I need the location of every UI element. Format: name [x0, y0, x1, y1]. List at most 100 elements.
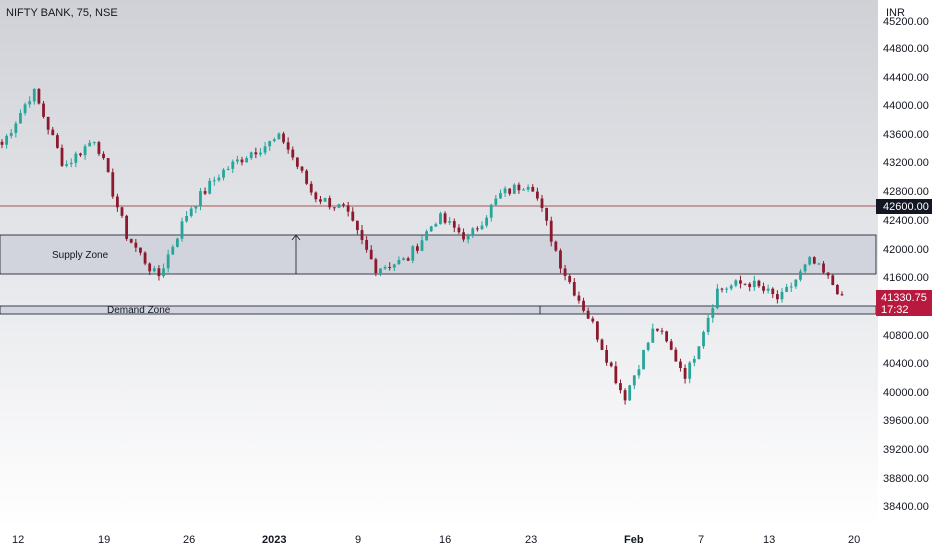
candle-body[interactable] [374, 259, 378, 274]
candle-body[interactable] [115, 196, 119, 208]
candle-body[interactable] [272, 139, 276, 142]
candle-body[interactable] [323, 198, 327, 202]
candle-body[interactable] [780, 291, 784, 300]
candle-body[interactable] [831, 275, 835, 285]
candle-body[interactable] [74, 153, 78, 163]
candle-body[interactable] [535, 191, 539, 199]
price-axis[interactable]: 45200.00 44800.00 44400.00 44000.00 4360… [883, 16, 929, 513]
candle-body[interactable] [789, 286, 793, 288]
candle-body[interactable] [799, 271, 802, 280]
candle-body[interactable] [314, 192, 318, 200]
candle-body[interactable] [240, 159, 244, 163]
candle-body[interactable] [19, 113, 22, 124]
candle-body[interactable] [485, 217, 489, 226]
candle-body[interactable] [208, 180, 212, 194]
candle-body[interactable] [545, 207, 549, 221]
candle-body[interactable] [157, 268, 161, 277]
last-price-badge[interactable] [876, 290, 932, 316]
candle-body[interactable] [549, 220, 553, 242]
candle-body[interactable] [452, 221, 456, 228]
candle-body[interactable] [212, 180, 216, 182]
candle-body[interactable] [748, 283, 752, 288]
candle-body[interactable] [623, 390, 627, 401]
candle-body[interactable] [739, 280, 742, 284]
candle-body[interactable] [231, 161, 235, 169]
candle-body[interactable] [457, 227, 461, 233]
candle-body[interactable] [443, 213, 447, 223]
candle-body[interactable] [817, 263, 821, 265]
candle-body[interactable] [600, 339, 604, 351]
candle-body[interactable] [51, 129, 55, 136]
candle-body[interactable] [771, 288, 775, 295]
candle-body[interactable] [591, 318, 595, 322]
candle-body[interactable] [559, 250, 562, 269]
candle-body[interactable] [88, 142, 92, 147]
candle-body[interactable] [268, 141, 272, 147]
candle-body[interactable] [775, 294, 779, 300]
candle-body[interactable] [415, 246, 419, 251]
candle-body[interactable] [822, 263, 825, 273]
candle-body[interactable] [92, 142, 96, 144]
candle-body[interactable] [669, 341, 673, 350]
candle-body[interactable] [392, 264, 396, 268]
candle-body[interactable] [282, 133, 285, 143]
candle-body[interactable] [406, 258, 410, 261]
candle-body[interactable] [466, 234, 470, 240]
candle-body[interactable] [480, 225, 484, 230]
candle-body[interactable] [752, 280, 756, 288]
candle-body[interactable] [692, 358, 696, 363]
candle-body[interactable] [65, 164, 69, 166]
candle-body[interactable] [725, 288, 729, 290]
candle-body[interactable] [494, 198, 498, 205]
candle-body[interactable] [9, 133, 13, 136]
candle-body[interactable] [605, 350, 609, 363]
candle-body[interactable] [471, 228, 475, 235]
candle-body[interactable] [60, 147, 64, 166]
candle-body[interactable] [540, 198, 544, 208]
candle-body[interactable] [808, 257, 812, 265]
candle-body[interactable] [0, 141, 4, 145]
candle-body[interactable] [674, 349, 678, 362]
candle-body[interactable] [646, 342, 650, 350]
candle-body[interactable] [568, 275, 572, 283]
candle-body[interactable] [319, 199, 322, 202]
candle-body[interactable] [203, 191, 207, 194]
candle-body[interactable] [660, 330, 664, 332]
candle-body[interactable] [835, 284, 839, 295]
candle-body[interactable] [522, 189, 525, 191]
candle-body[interactable] [106, 158, 110, 173]
candle-body[interactable] [475, 228, 479, 230]
candle-body[interactable] [152, 268, 156, 272]
candle-body[interactable] [711, 308, 715, 318]
candle-body[interactable] [706, 317, 710, 333]
candle-body[interactable] [803, 264, 807, 272]
candle-body[interactable] [702, 332, 705, 347]
candle-body[interactable] [28, 101, 32, 105]
candle-body[interactable] [346, 205, 350, 212]
candle-body[interactable] [55, 135, 59, 148]
candle-body[interactable] [360, 230, 364, 240]
candle-body[interactable] [655, 328, 659, 331]
candle-body[interactable] [397, 259, 401, 265]
candle-body[interactable] [411, 246, 415, 261]
candle-body[interactable] [148, 263, 152, 272]
candle-body[interactable] [429, 226, 433, 232]
candle-body[interactable] [309, 183, 313, 193]
candle-body[interactable] [595, 321, 599, 340]
candle-body[interactable] [32, 88, 36, 102]
candle-body[interactable] [263, 146, 267, 153]
candle-body[interactable] [517, 184, 521, 191]
candle-body[interactable] [369, 249, 373, 260]
candle-body[interactable] [563, 268, 567, 276]
candle-body[interactable] [499, 193, 502, 199]
candle-body[interactable] [291, 149, 295, 158]
candle-body[interactable] [305, 170, 309, 184]
candle-body[interactable] [586, 310, 590, 319]
level-badge[interactable] [876, 199, 932, 214]
candle-body[interactable] [812, 257, 816, 264]
candle-body[interactable] [766, 288, 770, 291]
candle-body[interactable] [715, 288, 719, 309]
candle-body[interactable] [512, 184, 516, 194]
candle-body[interactable] [254, 152, 258, 155]
